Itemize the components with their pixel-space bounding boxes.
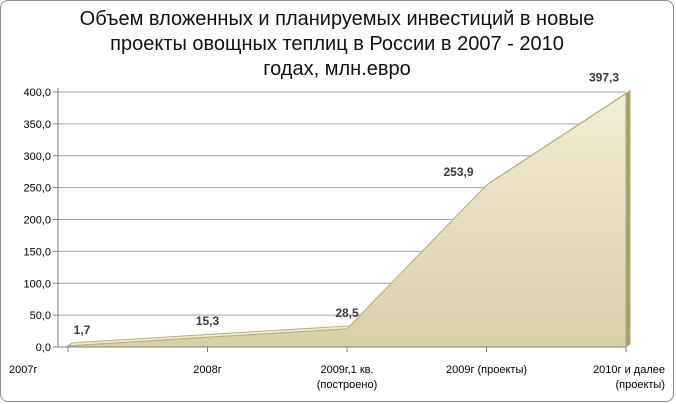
data-label: 15,3 bbox=[196, 314, 220, 328]
data-label: 1,7 bbox=[74, 323, 91, 337]
data-label: 28,5 bbox=[335, 306, 359, 320]
data-label: 397,3 bbox=[589, 71, 619, 85]
y-tick-label: 250,0 bbox=[23, 183, 51, 195]
data-label: 253,9 bbox=[443, 165, 473, 179]
x-tick-label: 2007г bbox=[9, 364, 37, 376]
x-tick-label: (проекты) bbox=[615, 379, 665, 391]
y-tick-label: 50,0 bbox=[30, 310, 51, 322]
x-tick-label: 2008г bbox=[193, 364, 221, 376]
x-tick-label: (построено) bbox=[317, 379, 377, 391]
chart-title: Объем вложенных и планируемых инвестиций… bbox=[1, 7, 673, 82]
x-tick-label: 2009г,1 кв. bbox=[320, 364, 373, 376]
chart-title-line-2: проекты овощных теплиц в России в 2007 -… bbox=[110, 33, 564, 55]
chart-title-line-3: годах, млн.евро bbox=[263, 58, 411, 80]
x-tick-label: 2010г и далее bbox=[593, 364, 665, 376]
y-tick-label: 200,0 bbox=[23, 215, 51, 227]
y-tick-label: 350,0 bbox=[23, 119, 51, 131]
y-tick-label: 400,0 bbox=[23, 87, 51, 99]
x-tick-label: 2009г (проекты) bbox=[446, 364, 527, 376]
y-tick-label: 100,0 bbox=[23, 278, 51, 290]
y-tick-label: 150,0 bbox=[23, 246, 51, 258]
area-side-face bbox=[625, 89, 631, 348]
chart-title-line-1: Объем вложенных и планируемых инвестиций… bbox=[79, 8, 595, 30]
y-tick-label: 300,0 bbox=[23, 151, 51, 163]
y-tick-label: 0,0 bbox=[36, 342, 51, 354]
